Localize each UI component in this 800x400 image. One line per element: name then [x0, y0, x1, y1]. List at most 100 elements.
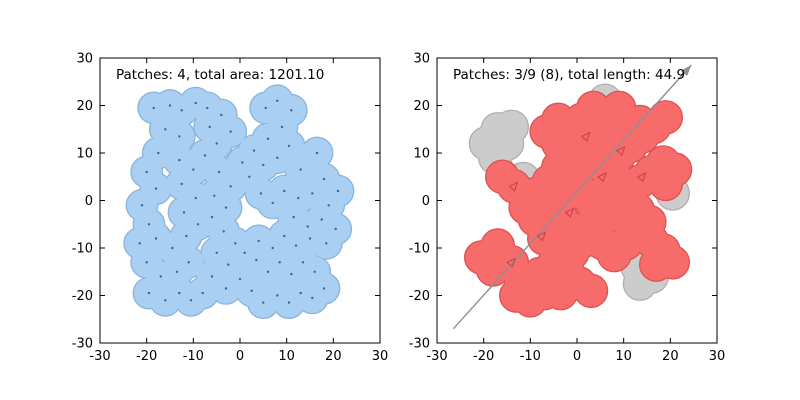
y-tick-label: -20 [409, 289, 430, 304]
center-dot [250, 289, 253, 292]
center-dot [234, 242, 237, 245]
x-tick-label: -30 [89, 349, 110, 364]
center-dot [210, 275, 214, 278]
center-dot [178, 135, 181, 138]
center-dot [140, 204, 144, 207]
x-tick-label: 10 [278, 349, 295, 364]
direction-marker-icon [636, 172, 647, 183]
subplot-left: -30 -20 -10 0 10 20 30 -30 -20 -10 0 10 20 30 Patches… [72, 52, 389, 365]
center-dot [266, 270, 270, 273]
patch-layer [463, 83, 693, 318]
center-dot [255, 258, 258, 262]
tick-layer: -30 -20 -10 0 10 20 30 -30 -20 -10 0 10 20 30 [409, 52, 726, 365]
center-dot [178, 158, 181, 162]
trajectory-line [452, 64, 692, 330]
y-tick-label: -10 [72, 242, 93, 257]
center-dot [168, 104, 172, 107]
center-dot [262, 301, 265, 304]
direction-marker-icon [506, 257, 516, 268]
center-dot [145, 261, 148, 264]
center-dot [248, 175, 251, 178]
y-tick-label: -10 [409, 242, 430, 257]
center-dot [201, 291, 204, 295]
left-annotation: Patches: 4, total area: 1201.10 [116, 67, 324, 83]
center-dot [213, 194, 216, 197]
center-dot [297, 196, 300, 200]
center-dot [192, 168, 195, 171]
y-tick-label: 10 [76, 147, 93, 162]
center-dot [194, 101, 197, 105]
center-dot [147, 223, 151, 226]
x-tick-label: -30 [426, 349, 447, 364]
center-dot [252, 149, 256, 152]
center-dot [187, 261, 190, 264]
center-dot [229, 130, 232, 133]
center-dot [262, 163, 265, 167]
right-annotation: Patches: 3/9 (8), total length: 44.9 [453, 67, 685, 83]
center-dot [308, 237, 312, 240]
center-dot [264, 106, 267, 110]
arrow-head-icon [680, 65, 692, 77]
center-dot [215, 142, 218, 145]
center-dot [224, 206, 228, 209]
center-dot [306, 225, 309, 228]
center-dot [271, 201, 274, 205]
center-dot [325, 242, 328, 245]
center-dot [164, 128, 167, 131]
center-dot [206, 106, 209, 110]
center-dot [215, 251, 218, 254]
x-tick-label: -10 [183, 349, 204, 364]
center-dot [276, 156, 279, 159]
center-dot [315, 151, 319, 155]
center-dot [336, 189, 340, 193]
center-dot [180, 109, 183, 112]
center-dot [229, 185, 232, 188]
buffered-patches-centers [138, 99, 340, 304]
buffered-patches-fill [124, 85, 354, 318]
center-dot [154, 237, 158, 240]
center-dot [290, 272, 293, 276]
center-dot [280, 125, 284, 129]
x-tick-label: 0 [573, 349, 581, 364]
patch-circle [495, 110, 528, 143]
center-dot [203, 154, 207, 157]
x-tick-label: 10 [615, 349, 632, 364]
y-tick-label: 20 [413, 99, 430, 114]
center-dot [178, 291, 181, 295]
x-tick-label: -20 [136, 349, 157, 364]
y-tick-label: 30 [76, 52, 93, 67]
center-dot [327, 204, 330, 207]
center-dot [299, 168, 302, 171]
center-dot [283, 189, 286, 193]
center-dot [276, 294, 279, 297]
patch-circle [542, 103, 575, 136]
center-dot [159, 275, 162, 278]
center-dot [145, 170, 148, 174]
center-dot [157, 151, 160, 155]
center-dot [217, 170, 221, 174]
center-dot [138, 242, 141, 245]
y-tick-label: -30 [409, 337, 430, 352]
center-dot [196, 223, 200, 226]
center-dot [189, 299, 193, 302]
direction-marker-icon [580, 131, 591, 142]
center-dot [208, 125, 211, 129]
x-tick-label: -10 [520, 349, 541, 364]
center-dot [311, 192, 314, 195]
patch-circle [575, 274, 607, 307]
center-dot [322, 287, 326, 290]
center-dot [171, 246, 174, 250]
direction-marker-icon [615, 145, 626, 157]
center-dot [243, 251, 246, 254]
center-dot [224, 287, 228, 290]
patch-circle [649, 101, 682, 134]
subplot-right: -30 -20 -10 0 10 20 30 -30 -20 -10 0 10 20 30 Patches… [409, 52, 726, 365]
x-tick-label: 30 [372, 349, 389, 364]
center-dot [182, 211, 186, 214]
patch-circle [640, 248, 673, 281]
patch-circle [486, 160, 519, 193]
center-dot [194, 196, 197, 200]
tick-layer: -30 -20 -10 0 10 20 30 -30 -20 -10 0 10 20 30 [72, 52, 389, 365]
y-tick-label: -30 [72, 337, 93, 352]
